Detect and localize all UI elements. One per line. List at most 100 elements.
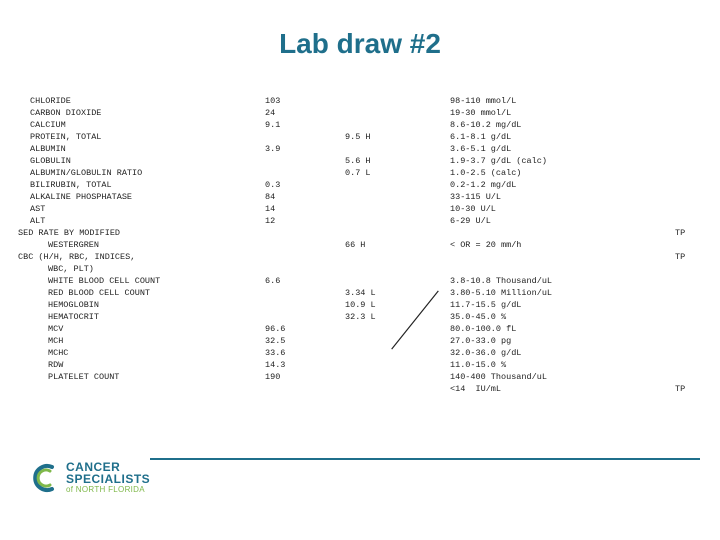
- lab-test-name: MCHC: [30, 347, 268, 359]
- lab-row: CBC (H/H, RBC, INDICES,TP: [30, 251, 700, 263]
- footer-divider: [150, 458, 700, 460]
- lab-value: 3.9: [265, 143, 325, 155]
- lab-row: WESTERGREN66 H< OR = 20 mm/h: [30, 239, 700, 251]
- lab-row: MCH32.5 27.0-33.0 pg: [30, 335, 700, 347]
- lab-row: ALKALINE PHOSPHATASE 84 33-115 U/L: [30, 191, 700, 203]
- lab-reference-range: <14 IU/mL: [450, 383, 650, 395]
- lab-flag: 3.34 L: [345, 287, 415, 299]
- lab-test-name: ALKALINE PHOSPHATASE: [30, 191, 250, 203]
- lab-value: 12: [265, 215, 325, 227]
- lab-row: RED BLOOD CELL COUNT 3.34 L 3.80-5.10 Mill…: [30, 287, 700, 299]
- lab-test-name: RED BLOOD CELL COUNT: [30, 287, 268, 299]
- lab-row: HEMOGLOBIN 10.9 L 11.7-15.5 g/dL: [30, 299, 700, 311]
- lab-row: BILIRUBIN, TOTAL0.30.2-1.2 mg/dL: [30, 179, 700, 191]
- lab-right-note: TP: [675, 227, 705, 239]
- lab-right-note: TP: [675, 383, 705, 395]
- lab-reference-range: 3.6-5.1 g/dL: [450, 143, 650, 155]
- lab-test-name: ALT: [30, 215, 250, 227]
- lab-test-name: CALCIUM: [30, 119, 250, 131]
- lab-right-note: TP: [675, 251, 705, 263]
- lab-reference-range: 80.0-100.0 fL: [450, 323, 650, 335]
- lab-test-name: SED RATE BY MODIFIED: [18, 227, 238, 239]
- lab-reference-range: 6.1-8.1 g/dL: [450, 131, 650, 143]
- lab-test-name: PROTEIN, TOTAL: [30, 131, 250, 143]
- lab-row: CARBON DIOXIDE 24 19-30 mmol/L: [30, 107, 700, 119]
- lab-value: 6.6: [265, 275, 325, 287]
- lab-test-name: CHLORIDE: [30, 95, 250, 107]
- footer-logo: CANCER SPECIALISTS of NORTH FLORIDA: [30, 454, 190, 502]
- lab-reference-range: < OR = 20 mm/h: [450, 239, 650, 251]
- lab-reference-range: 27.0-33.0 pg: [450, 335, 650, 347]
- lab-row: MCHC33.6 32.0-36.0 g/dL: [30, 347, 700, 359]
- slide-title-text: Lab draw #2: [279, 28, 441, 59]
- lab-row: HEMATOCRIT32.3 L35.0-45.0 %: [30, 311, 700, 323]
- lab-reference-range: 3.80-5.10 Million/uL: [450, 287, 650, 299]
- lab-test-name: WBC, PLT): [30, 263, 268, 275]
- lab-test-name: PLATELET COUNT: [30, 371, 268, 383]
- lab-reference-range: 140-400 Thousand/uL: [450, 371, 650, 383]
- lab-test-name: RDW: [30, 359, 268, 371]
- lab-value: 190: [265, 371, 325, 383]
- logo-line-1: CANCER: [66, 461, 150, 473]
- lab-test-name: CARBON DIOXIDE: [30, 107, 250, 119]
- lab-test-name: HEMATOCRIT: [30, 311, 268, 323]
- lab-reference-range: 11.7-15.5 g/dL: [450, 299, 650, 311]
- lab-row: WBC, PLT): [30, 263, 700, 275]
- lab-reference-range: 32.0-36.0 g/dL: [450, 347, 650, 359]
- lab-row: MCV96.6 80.0-100.0 fL: [30, 323, 700, 335]
- lab-row: ALBUMIN/GLOBULIN RATIO 0.7 L 1.0-2.5 (calc…: [30, 167, 700, 179]
- slide: Lab draw #2 CHLORIDE10398-110 mmol/LCARB…: [0, 0, 720, 540]
- lab-report: CHLORIDE 103 98-110 mmol/L CARBON DIOXIDE 24…: [30, 95, 700, 405]
- lab-flag: 0.7 L: [345, 167, 415, 179]
- lab-reference-range: 1.9-3.7 g/dL (calc): [450, 155, 650, 167]
- lab-value: 103: [265, 95, 325, 107]
- lab-row: <14 IU/mLTP: [30, 383, 700, 395]
- lab-test-name: MCV: [30, 323, 268, 335]
- lab-row: PROTEIN, TOTAL 9.5 H 6.1-8.1 g/dL: [30, 131, 700, 143]
- lab-reference-range: 1.0-2.5 (calc): [450, 167, 650, 179]
- lab-flag: 32.3 L: [345, 311, 415, 323]
- lab-test-name: ALBUMIN/GLOBULIN RATIO: [30, 167, 250, 179]
- logo-line-3: of NORTH FLORIDA: [66, 485, 150, 495]
- lab-flag: 10.9 L: [345, 299, 415, 311]
- lab-row: SED RATE BY MODIFIEDTP: [30, 227, 700, 239]
- lab-value: 96.6: [265, 323, 325, 335]
- lab-flag: 5.6 H: [345, 155, 415, 167]
- lab-row: CHLORIDE 103 98-110 mmol/L: [30, 95, 700, 107]
- logo-line-2: SPECIALISTS: [66, 473, 150, 485]
- lab-value: 14: [265, 203, 325, 215]
- lab-reference-range: 8.6-10.2 mg/dL: [450, 119, 650, 131]
- lab-value: 24: [265, 107, 325, 119]
- lab-row: GLOBULIN 5.6 H 1.9-3.7 g/dL (calc): [30, 155, 700, 167]
- lab-value: 84: [265, 191, 325, 203]
- lab-test-name: AST: [30, 203, 250, 215]
- lab-test-name: MCH: [30, 335, 268, 347]
- lab-reference-range: 10-30 U/L: [450, 203, 650, 215]
- lab-test-name: BILIRUBIN, TOTAL: [30, 179, 250, 191]
- slide-title: Lab draw #2: [0, 28, 720, 60]
- lab-reference-range: 33-115 U/L: [450, 191, 650, 203]
- lab-value: 9.1: [265, 119, 325, 131]
- logo-text: CANCER SPECIALISTS of NORTH FLORIDA: [66, 461, 150, 495]
- lab-reference-range: 3.8-10.8 Thousand/uL: [450, 275, 650, 287]
- lab-row: RDW14.3 11.0-15.0 %: [30, 359, 700, 371]
- lab-value: 0.3: [265, 179, 325, 191]
- lab-reference-range: 19-30 mmol/L: [450, 107, 650, 119]
- lab-reference-range: 98-110 mmol/L: [450, 95, 650, 107]
- lab-value: 14.3: [265, 359, 325, 371]
- lab-flag: 66 H: [345, 239, 415, 251]
- logo-mark-icon: [30, 463, 60, 493]
- lab-test-name: ALBUMIN: [30, 143, 250, 155]
- lab-value: 33.6: [265, 347, 325, 359]
- lab-flag: 9.5 H: [345, 131, 415, 143]
- lab-reference-range: 6-29 U/L: [450, 215, 650, 227]
- lab-test-name: HEMOGLOBIN: [30, 299, 268, 311]
- lab-reference-range: 11.0-15.0 %: [450, 359, 650, 371]
- lab-row: CALCIUM 9.1 8.6-10.2 mg/dL: [30, 119, 700, 131]
- lab-test-name: GLOBULIN: [30, 155, 250, 167]
- lab-test-name: CBC (H/H, RBC, INDICES,: [18, 251, 238, 263]
- lab-row: PLATELET COUNT190 140-400 Thousand/uL: [30, 371, 700, 383]
- lab-row: ALT 12 6-29 U/L: [30, 215, 700, 227]
- lab-value: 32.5: [265, 335, 325, 347]
- lab-test-name: WHITE BLOOD CELL COUNT: [30, 275, 268, 287]
